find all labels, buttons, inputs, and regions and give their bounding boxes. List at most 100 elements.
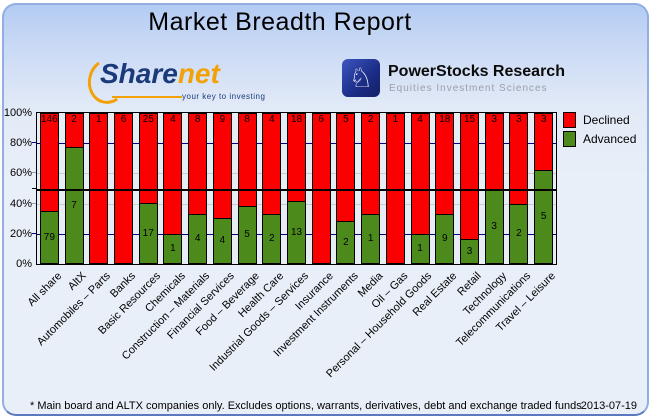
bar-segment-advanced: 79 — [39, 210, 59, 264]
y-tick-40%: 40% — [9, 197, 32, 210]
bar-segment-advanced: 1 — [410, 233, 430, 264]
sharenet-wordmark: Sharenet — [100, 58, 220, 90]
powerstocks-logo: ♘ PowerStocks Research Equities Investme… — [342, 57, 565, 103]
declined-value-label: 3 — [540, 114, 547, 125]
declined-value-label: 5 — [343, 114, 349, 125]
bar-Retail: 3 15 — [460, 113, 479, 264]
legend-item-advanced: Advanced — [563, 131, 636, 147]
declined-value-label: 8 — [244, 114, 250, 125]
bar-Banks: 6 — [114, 113, 133, 264]
declined-value-label: 4 — [170, 114, 176, 125]
midline-50pct — [37, 189, 556, 191]
declined-value-label: 146 — [41, 114, 58, 125]
declined-value-label: 18 — [439, 114, 451, 125]
bar-Health Care: 24 — [262, 113, 282, 264]
bar-Personal – Household Goods: 14 — [410, 113, 430, 264]
y-tick-0%: 0% — [16, 258, 32, 270]
bar-segment-advanced: 9 — [435, 213, 455, 264]
y-tickmark — [32, 232, 36, 234]
y-tickmark — [32, 202, 36, 204]
declined-value-label: 3 — [516, 114, 522, 125]
bar-Investment Instruments: 25 — [336, 113, 356, 264]
declined-value-label: 4 — [269, 114, 275, 125]
advanced-value-label: 3 — [491, 220, 497, 232]
declined-value-label: 18 — [290, 114, 303, 125]
declined-value-label: 8 — [194, 114, 201, 125]
advanced-value-label: 5 — [244, 229, 250, 241]
y-tickmark — [32, 172, 36, 174]
legend-item-declined: Declined — [563, 112, 636, 128]
bar-segment-advanced: 3 — [484, 188, 504, 264]
sharenet-tagline: your key to investing — [182, 92, 266, 101]
sharenet-logo: Sharenet your key to investing — [83, 54, 265, 108]
powerstocks-badge: ♘ — [342, 59, 380, 97]
declined-value-label: 4 — [417, 114, 423, 125]
legend-label-declined: Declined — [583, 113, 630, 127]
declined-value-label: 9 — [219, 114, 226, 125]
y-tick-100%: 100% — [3, 107, 32, 119]
page-title: Market Breadth Report — [148, 8, 412, 36]
bar-Food – Beverage: 58 — [237, 113, 257, 264]
advanced-value-label: 9 — [442, 233, 448, 245]
advanced-value-label: 7 — [71, 199, 77, 211]
declined-value-label: 25 — [142, 114, 154, 125]
declined-value-label: 3 — [491, 114, 497, 125]
bar-segment-advanced: 5 — [534, 169, 554, 264]
chart-legend: Declined Advanced — [563, 112, 636, 150]
bar-segment-declined — [114, 113, 133, 264]
advanced-value-label: 3 — [466, 245, 473, 257]
advanced-swatch-icon — [563, 131, 576, 147]
bar-Financial Services: 49 — [212, 113, 232, 264]
advanced-value-label: 4 — [219, 235, 226, 247]
declined-value-label: 15 — [463, 114, 476, 125]
sharenet-wordmark-share: Share — [100, 58, 178, 89]
y-tick-20%: 20% — [9, 227, 32, 240]
bar-segment-advanced: 2 — [336, 220, 356, 264]
bar-segment-advanced: 2 — [262, 213, 282, 264]
declined-value-label: 1 — [392, 114, 399, 125]
advanced-value-label: 4 — [194, 233, 201, 245]
bar-All share: 79 146 — [39, 113, 59, 264]
legend-label-advanced: Advanced — [583, 132, 637, 146]
footnote: * Main board and ALTX companies only. Ex… — [30, 400, 582, 412]
declined-value-label: 6 — [120, 114, 127, 125]
bar-Oil – Gas: 1 — [385, 113, 405, 264]
bar-segment-advanced: 2 — [509, 203, 529, 264]
bar-Travel – Leisure: 53 — [534, 113, 554, 264]
powerstocks-tagline: Equities Investment Sciences — [389, 83, 548, 94]
advanced-value-label: 2 — [269, 233, 275, 245]
advanced-value-label: 13 — [290, 226, 303, 238]
breadth-chart-plot: 79 146 7 2 1 6 17 25 1 4 4 8 4 9 5 8 2 4 13 18 6 2 5 1 2 1 1 4 9 18 3 1… — [36, 112, 557, 265]
advanced-value-label: 2 — [343, 236, 349, 248]
advanced-value-label: 17 — [142, 227, 154, 239]
bar-segment-advanced: 7 — [64, 146, 84, 264]
advanced-value-label: 5 — [540, 211, 547, 223]
bar-segment-declined — [311, 113, 331, 264]
bar-segment-declined — [385, 113, 405, 264]
bar-Basic Resources: 17 25 — [138, 113, 158, 264]
bar-segment-advanced: 3 — [460, 238, 479, 264]
advanced-value-label: 2 — [516, 228, 522, 240]
bar-Industrial Goods – Services: 13 18 — [287, 113, 306, 264]
bar-segment-advanced: 4 — [212, 217, 232, 264]
declined-value-label: 1 — [96, 114, 102, 125]
report-date: 2013-07-19 — [580, 400, 637, 412]
bar-segment-advanced: 5 — [237, 205, 257, 264]
y-tickmark — [32, 142, 36, 144]
bar-segment-advanced: 13 — [287, 200, 306, 264]
advanced-value-label: 1 — [367, 233, 374, 245]
bar-segment-advanced: 17 — [138, 202, 158, 264]
declined-value-label: 2 — [71, 114, 77, 125]
y-tick-80%: 80% — [9, 137, 32, 150]
advanced-value-label: 79 — [43, 231, 55, 243]
bar-segment-advanced: 1 — [163, 233, 183, 264]
bar-Construction – Materials: 48 — [188, 113, 208, 264]
powerstocks-name: PowerStocks Research — [388, 63, 565, 80]
bar-segment-declined — [89, 113, 109, 264]
advanced-value-label: 1 — [170, 243, 176, 255]
knight-chess-icon: ♘ — [348, 62, 374, 93]
